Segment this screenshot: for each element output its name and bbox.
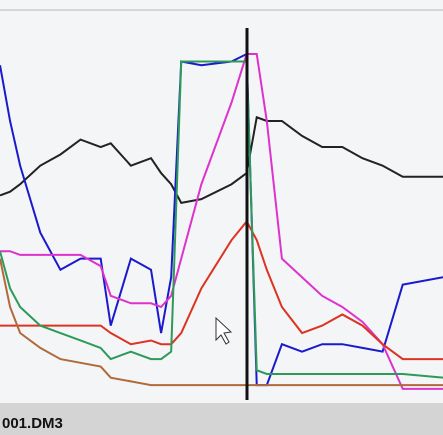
series-line [0, 52, 443, 387]
status-bar [0, 403, 443, 435]
series-line [0, 53, 443, 390]
file-name: 001.DM3 [2, 415, 63, 432]
series-line [0, 258, 443, 387]
mouse-pointer [215, 316, 233, 345]
series-line [0, 60, 443, 379]
series-line [0, 219, 443, 361]
series-line [0, 115, 443, 204]
plot-area [0, 0, 443, 403]
